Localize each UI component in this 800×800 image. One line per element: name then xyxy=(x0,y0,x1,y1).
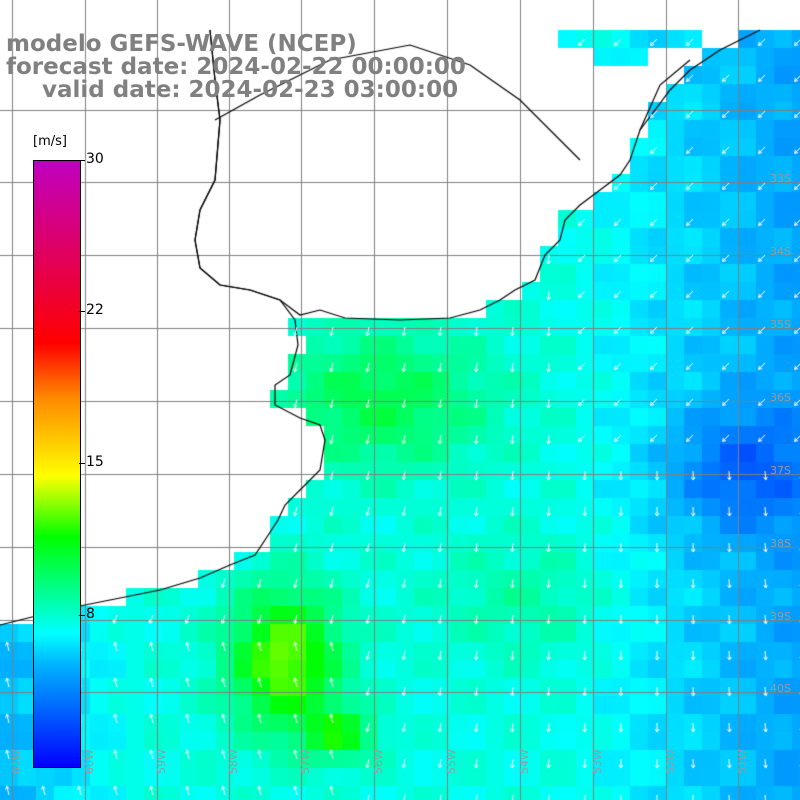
longitude-label: 52W xyxy=(663,749,677,774)
model-title: modelo GEFS-WAVE (NCEP) xyxy=(6,31,357,57)
colorbar-tick-mark xyxy=(79,160,85,161)
latitude-label: 39S xyxy=(770,610,791,623)
longitude-label: 61W xyxy=(9,749,23,774)
latitude-label: 34S xyxy=(770,245,791,258)
longitude-label: 53W xyxy=(590,749,604,774)
colorbar-tick-15: 15 xyxy=(86,454,104,470)
longitude-label: 60W xyxy=(82,749,96,774)
forecast-date: forecast date: 2024-02-22 00:00:00 xyxy=(6,54,466,80)
colorbar-unit: [m/s] xyxy=(33,134,67,149)
longitude-label: 57W xyxy=(298,749,312,774)
longitude-label: 58W xyxy=(226,749,240,774)
longitude-label: 54W xyxy=(517,749,531,774)
longitude-label: 56W xyxy=(371,749,385,774)
valid-date: valid date: 2024-02-23 03:00:00 xyxy=(42,77,459,103)
colorbar xyxy=(33,160,81,768)
colorbar-tick-mark xyxy=(79,463,85,464)
latitude-label: 33S xyxy=(770,172,791,185)
colorbar-tick-mark xyxy=(79,615,85,616)
latitude-label: 37S xyxy=(770,464,791,477)
latitude-label: 35S xyxy=(770,318,791,331)
longitude-label: 51W xyxy=(735,749,749,774)
latitude-label: 40S xyxy=(770,682,791,695)
colorbar-tick-mark xyxy=(79,311,85,312)
colorbar-tick-8: 8 xyxy=(86,606,95,622)
colorbar-tick-30: 30 xyxy=(86,151,104,167)
longitude-label: 59W xyxy=(154,749,168,774)
latitude-label: 38S xyxy=(770,537,791,550)
longitude-label: 55W xyxy=(444,749,458,774)
latitude-label: 36S xyxy=(770,391,791,404)
colorbar-tick-22: 22 xyxy=(86,302,104,318)
